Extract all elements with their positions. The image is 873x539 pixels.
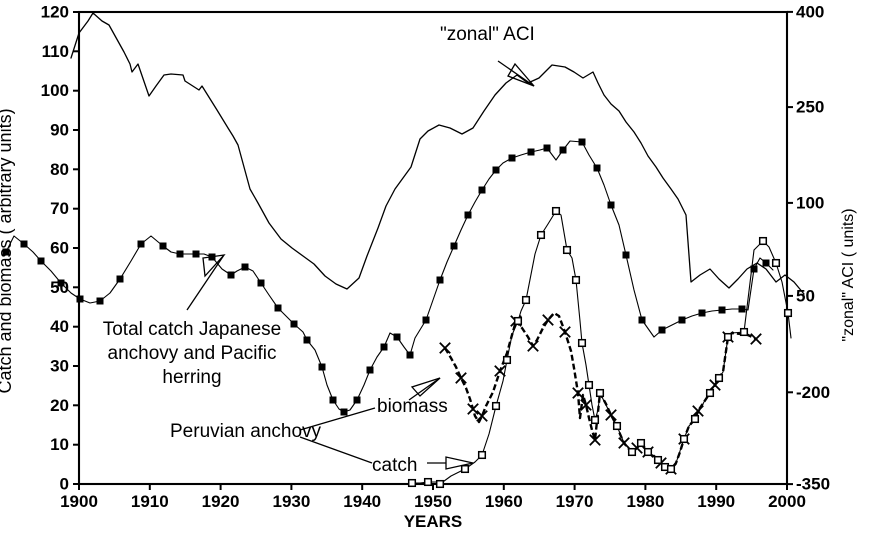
svg-text:1970: 1970: [556, 492, 594, 511]
svg-text:0: 0: [60, 475, 69, 494]
svg-text:1980: 1980: [626, 492, 664, 511]
svg-text:-200: -200: [796, 383, 830, 402]
svg-text:400: 400: [796, 2, 824, 21]
svg-text:1900: 1900: [60, 492, 98, 511]
svg-text:Peruvian anchovy: Peruvian anchovy: [170, 421, 322, 442]
svg-text:1950: 1950: [414, 492, 452, 511]
svg-text:2000: 2000: [768, 492, 806, 511]
svg-text:80: 80: [50, 160, 69, 179]
svg-text:YEARS: YEARS: [404, 512, 463, 531]
svg-text:1940: 1940: [343, 492, 381, 511]
svg-text:"zonal" ACI ( units): "zonal" ACI ( units): [840, 208, 857, 341]
svg-text:100: 100: [41, 81, 69, 100]
svg-text:Total catch Japanese: Total catch Japanese: [103, 319, 282, 340]
svg-text:120: 120: [41, 3, 69, 22]
svg-text:20: 20: [50, 396, 69, 415]
svg-text:herring: herring: [162, 367, 221, 388]
svg-text:10: 10: [50, 435, 69, 454]
svg-text:110: 110: [42, 42, 69, 61]
svg-text:biomass: biomass: [377, 396, 448, 417]
svg-text:1920: 1920: [202, 492, 240, 511]
svg-text:catch: catch: [372, 455, 417, 476]
svg-text:1990: 1990: [697, 492, 735, 511]
svg-text:30: 30: [50, 357, 69, 376]
svg-text:1930: 1930: [272, 492, 310, 511]
svg-text:40: 40: [50, 317, 69, 336]
svg-text:100: 100: [796, 193, 824, 212]
svg-text:250: 250: [796, 98, 824, 117]
svg-text:90: 90: [50, 121, 69, 140]
svg-text:"zonal" ACI: "zonal" ACI: [440, 24, 535, 45]
svg-text:-350: -350: [796, 475, 830, 494]
svg-text:70: 70: [50, 199, 69, 218]
svg-text:60: 60: [50, 239, 69, 258]
svg-text:50: 50: [796, 286, 815, 305]
svg-text:1960: 1960: [485, 492, 523, 511]
svg-text:anchovy and Pacific: anchovy and Pacific: [108, 343, 277, 364]
svg-text:1910: 1910: [131, 492, 169, 511]
